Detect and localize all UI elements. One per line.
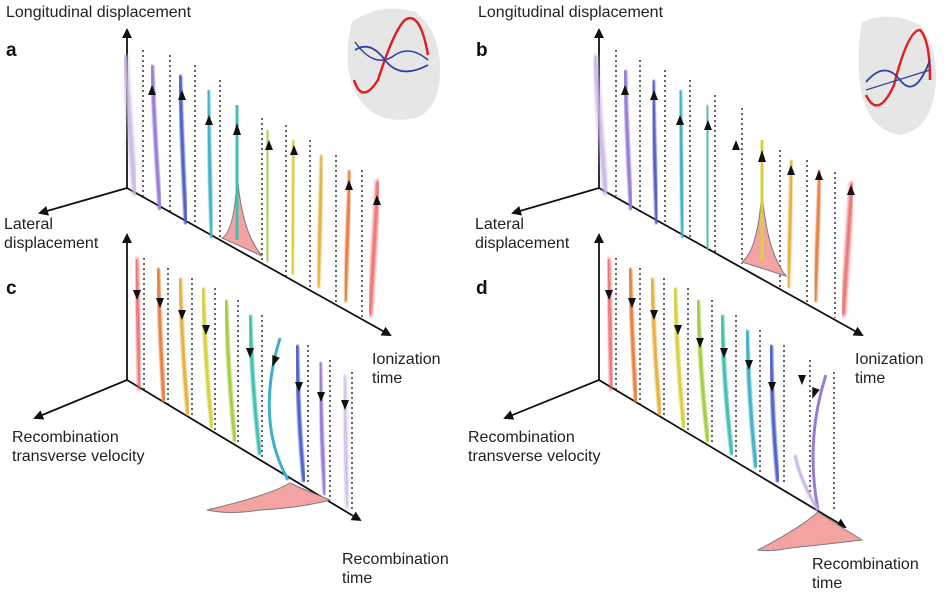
panel-d-side-axis bbox=[503, 379, 600, 420]
panel-d-trajectories bbox=[605, 257, 864, 552]
panel-c bbox=[33, 233, 362, 522]
panel-b-depth-axis bbox=[598, 187, 864, 336]
panel-d-side-axis-label: Recombination transverse velocity bbox=[468, 429, 601, 465]
panel-b bbox=[511, 16, 936, 336]
panel-a-vertical-axis-label: Longitudinal displacement bbox=[6, 4, 192, 21]
panel-d-depth-axis-label: Recombination time bbox=[812, 556, 919, 592]
panel-c-side-axis-label: Recombination transverse velocity bbox=[12, 429, 145, 465]
panel-c-trajectories bbox=[133, 257, 353, 513]
panel-b-vertical-axis-label: Longitudinal displacement bbox=[478, 4, 664, 21]
panel-d-letter: d bbox=[476, 278, 488, 299]
panel-a-trajectories bbox=[122, 50, 381, 318]
panel-b-side-axis bbox=[511, 187, 600, 216]
panel-a bbox=[38, 8, 440, 336]
panel-c-side-axis bbox=[33, 379, 128, 420]
panel-a-depth-axis-label: Ionization time bbox=[372, 351, 441, 387]
panel-b-letter: b bbox=[476, 40, 488, 61]
field-inset-icon bbox=[347, 8, 440, 120]
panel-b-trajectories bbox=[592, 50, 855, 318]
panel-d-depth-axis bbox=[598, 379, 847, 529]
panel-b-depth-axis-label: Ionization time bbox=[855, 351, 924, 387]
panel-a-depth-axis bbox=[126, 187, 392, 336]
panel-a-side-axis-label: Lateral displacement bbox=[4, 216, 99, 252]
panel-b-side-axis-label: Lateral displacement bbox=[475, 216, 570, 252]
panel-a-letter: a bbox=[6, 40, 17, 61]
field-inset-icon bbox=[858, 16, 936, 136]
panel-c-depth-axis-label: Recombination time bbox=[342, 551, 449, 587]
panel-a-side-axis bbox=[38, 187, 128, 216]
panel-d bbox=[503, 233, 864, 552]
panel-c-letter: c bbox=[6, 278, 17, 299]
